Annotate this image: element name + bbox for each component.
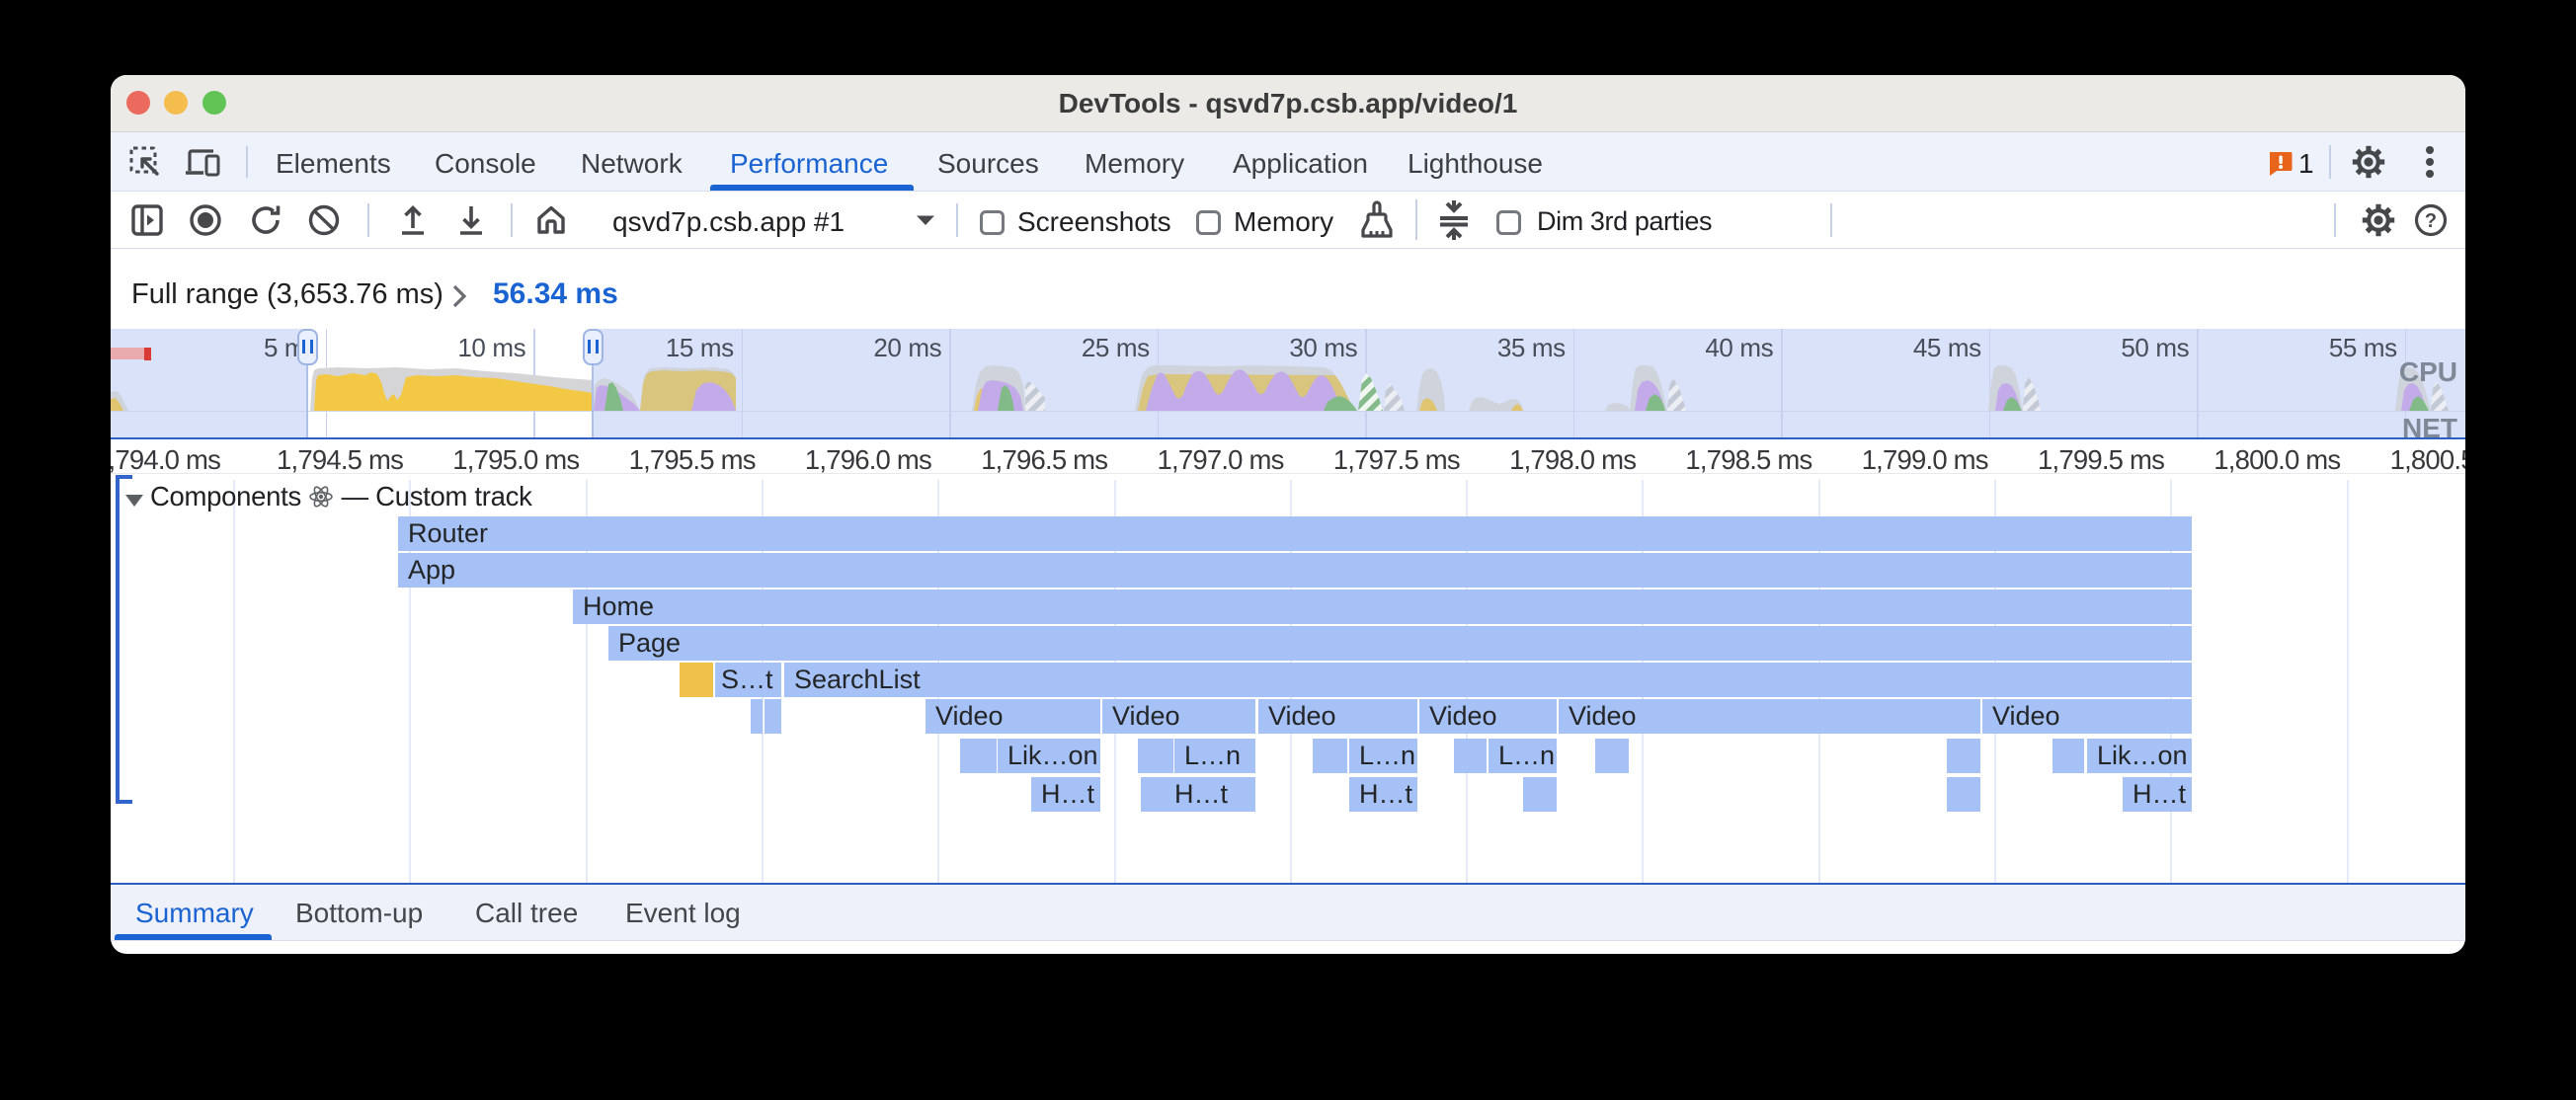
svg-text:?: ? [2425,210,2437,232]
